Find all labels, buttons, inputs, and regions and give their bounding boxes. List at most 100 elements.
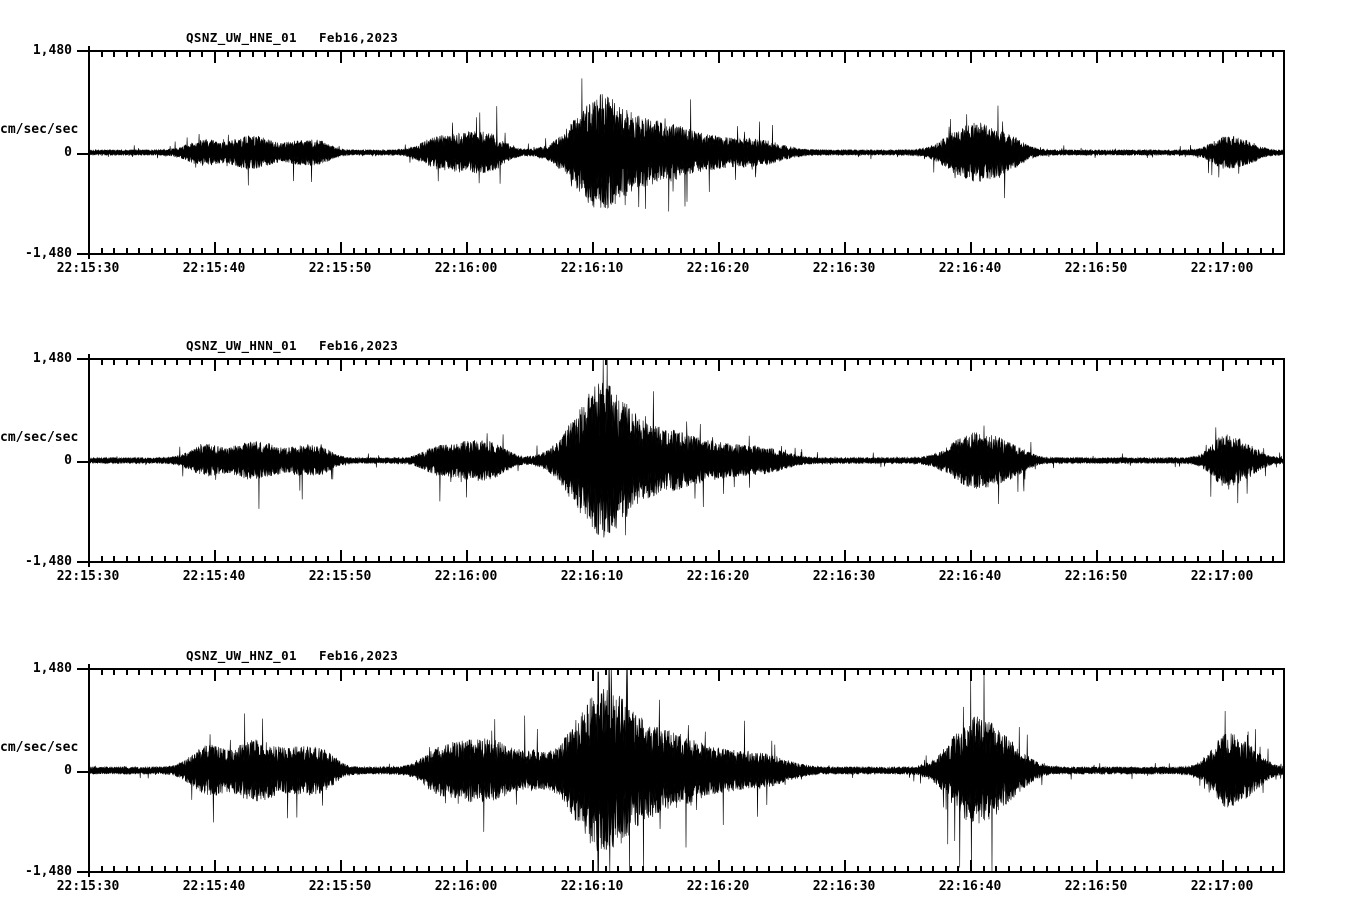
x-tick: [440, 668, 443, 675]
x-tick: [176, 50, 179, 57]
x-tick: [478, 866, 481, 873]
x-tick: [781, 556, 783, 563]
x-tick: [743, 358, 746, 365]
x-tick: [579, 50, 582, 57]
x-tick: [982, 358, 985, 365]
x-tick: [163, 50, 166, 57]
x-tick: [390, 50, 393, 57]
x-tick: [264, 556, 267, 563]
x-tick: [163, 866, 166, 873]
x-tick: [1121, 50, 1124, 57]
x-tick: [1058, 556, 1061, 563]
x-tick: [1146, 248, 1149, 255]
y-axis-tick: [77, 771, 90, 773]
x-tick: [642, 668, 645, 675]
x-tick: [1020, 248, 1023, 255]
x-tick: [541, 248, 544, 255]
x-tick: [377, 248, 380, 255]
x-tick: [970, 242, 972, 255]
x-tick: [970, 550, 972, 563]
x-tick: [743, 50, 746, 57]
x-tick: [680, 50, 683, 57]
x-tick: [907, 50, 909, 57]
x-tick: [100, 866, 103, 873]
x-tick: [831, 358, 834, 365]
x-tick: [1247, 50, 1250, 57]
x-tick: [1184, 358, 1187, 365]
x-tick: [680, 358, 683, 365]
x-tick: [314, 866, 317, 873]
x-tick: [1234, 50, 1237, 57]
x-tick: [730, 556, 733, 563]
x-tick: [365, 556, 368, 563]
x-tick: [88, 550, 90, 563]
x-tick: [755, 556, 758, 563]
x-tick: [554, 358, 557, 365]
x-tick: [1159, 668, 1161, 675]
x-tick: [1096, 668, 1098, 681]
x-tick: [1007, 556, 1010, 563]
x-tick: [692, 358, 695, 365]
x-tick: [856, 50, 859, 57]
x-tick: [239, 358, 242, 365]
x-tick: [214, 668, 216, 681]
x-tick: [1007, 248, 1010, 255]
x-tick: [491, 358, 494, 365]
x-tick: [1209, 556, 1212, 563]
y-axis-mid-label: 0: [64, 763, 72, 778]
x-tick: [1196, 358, 1199, 365]
x-tick: [541, 556, 544, 563]
x-tick: [743, 248, 746, 255]
x-tick: [1196, 50, 1199, 57]
x-tick: [818, 358, 821, 365]
x-tick: [1020, 866, 1023, 873]
x-tick: [163, 248, 166, 255]
x-tick: [453, 866, 456, 873]
x-tick: [932, 248, 935, 255]
x-tick: [907, 668, 909, 675]
x-axis-tick-label: 22:16:50: [1064, 569, 1128, 584]
plot-frame: [77, 358, 1285, 563]
x-tick: [629, 50, 632, 57]
x-tick: [541, 50, 544, 57]
x-tick: [239, 556, 242, 563]
x-tick: [894, 866, 897, 873]
x-axis-tick-label: 22:16:20: [686, 261, 750, 276]
x-tick: [806, 866, 809, 873]
waveform-trace: [88, 668, 1285, 873]
x-axis-tick-label: 22:16:40: [938, 879, 1002, 894]
x-tick: [1083, 50, 1086, 57]
x-tick: [251, 668, 254, 675]
x-tick: [869, 668, 872, 675]
x-tick: [113, 358, 116, 365]
x-tick: [831, 248, 834, 255]
x-tick: [1108, 50, 1111, 57]
x-tick: [541, 866, 544, 873]
x-tick: [466, 668, 468, 681]
x-tick: [1045, 358, 1048, 365]
x-tick: [692, 556, 695, 563]
x-tick: [214, 358, 216, 371]
x-tick: [1083, 668, 1086, 675]
x-tick: [1184, 866, 1187, 873]
x-axis-tick-label: 22:16:20: [686, 879, 750, 894]
x-tick: [554, 556, 557, 563]
x-tick: [957, 556, 960, 563]
y-axis-unit-label: cm/sec/sec: [0, 740, 79, 755]
x-tick: [743, 866, 746, 873]
x-tick: [516, 248, 519, 255]
x-tick: [755, 248, 758, 255]
x-tick: [869, 866, 872, 873]
x-tick: [1020, 50, 1023, 57]
x-tick: [705, 668, 708, 675]
x-tick: [491, 866, 494, 873]
x-tick: [705, 358, 708, 365]
x-tick: [1058, 866, 1061, 873]
x-tick: [1247, 668, 1250, 675]
x-tick: [1234, 556, 1237, 563]
x-tick: [377, 866, 380, 873]
x-tick: [1108, 668, 1111, 675]
y-axis-tick: [77, 50, 90, 52]
x-tick: [1159, 866, 1161, 873]
x-tick: [453, 50, 456, 57]
